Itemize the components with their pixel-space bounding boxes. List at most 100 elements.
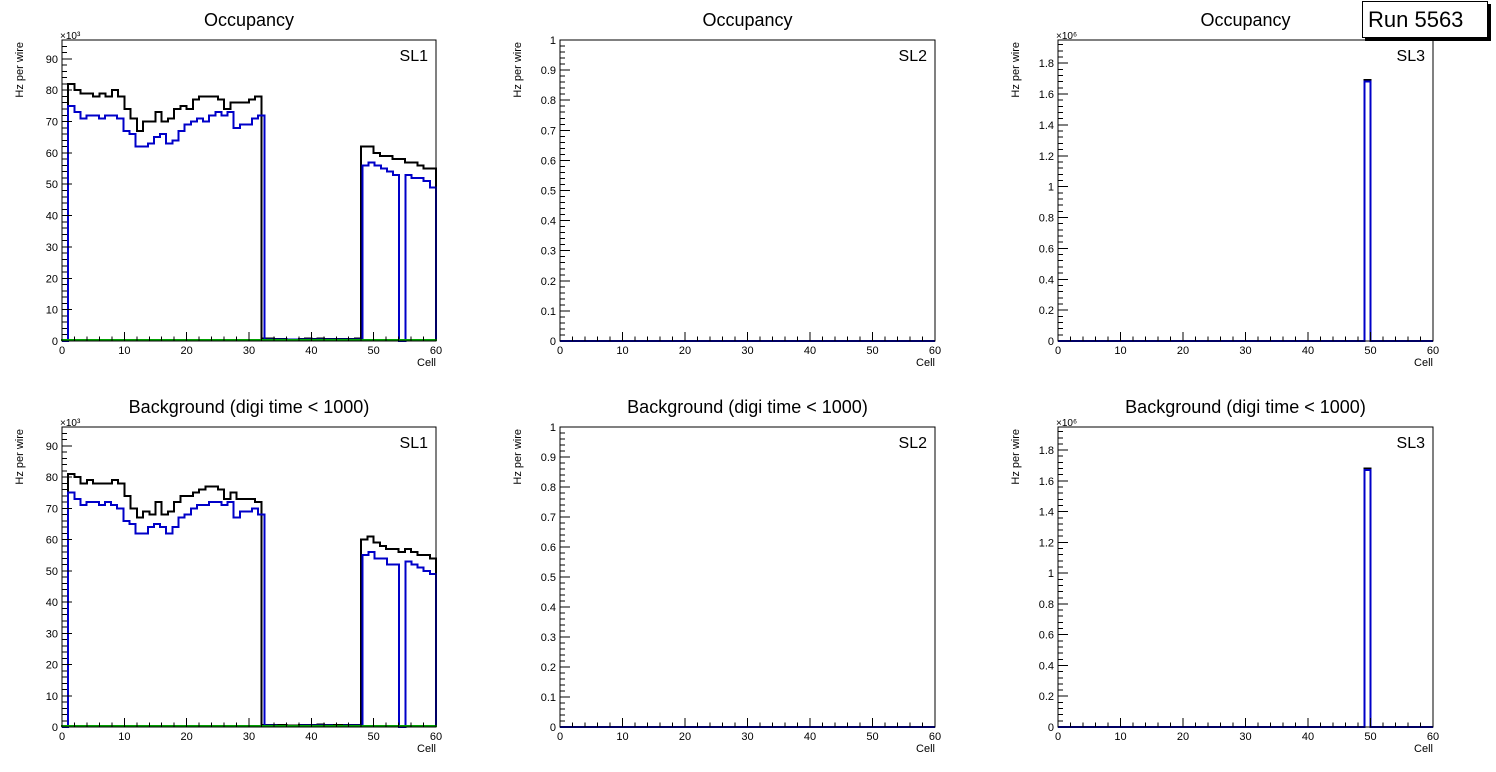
superlayer-label: SL3 [1397,48,1426,65]
y-tick-label: 0 [1048,722,1054,734]
y-tick-label: 0.4 [541,602,556,614]
series-total [1058,79,1433,342]
x-tick-label: 30 [1239,731,1251,743]
y-tick-label: 0.1 [541,306,556,318]
y-tick-label: 30 [46,242,58,254]
y-tick-label: 0.2 [541,276,556,288]
x-tick-label: 50 [368,345,380,357]
y-axis-label: Hz per wire [14,429,26,485]
x-tick-label: 30 [243,731,255,743]
plot-frame [61,426,437,728]
x-tick-label: 0 [1055,345,1061,357]
plot-frame [1057,39,1434,342]
y-tick-label: 90 [46,441,58,453]
y-tick-label: 10 [46,305,58,317]
x-tick-label: 0 [59,345,65,357]
y-tick-label: 1.4 [1039,507,1054,519]
x-tick-label: 50 [1364,345,1376,357]
x-tick-label: 60 [929,345,941,357]
plot-frame [1057,426,1434,728]
y-tick-label: 0.1 [541,692,556,704]
series-total [1058,467,1433,728]
y-tick-label: 0.4 [1039,660,1054,672]
x-tick-label: 20 [679,731,691,743]
x-axis-label: Cell [417,743,436,755]
y-tick-label: 0.6 [1039,630,1054,642]
panel-title: Occupancy [204,10,294,30]
y-tick-label: 0 [1048,336,1054,348]
y-tick-label: 30 [46,628,58,640]
y-tick-label: 0 [52,336,58,348]
panel-title: Background (digi time < 1000) [627,397,868,417]
y-tick-label: 0.2 [1039,305,1054,317]
y-tick-label: 0.4 [541,216,556,228]
y-tick-label: 50 [46,566,58,578]
y-tick-label: 1.6 [1039,476,1054,488]
y-tick-label: 1.4 [1039,120,1054,132]
y-tick-label: 1 [550,422,556,434]
superlayer-label: SL2 [899,435,928,452]
y-exponent: ×10³ [60,31,81,42]
y-tick-label: 0.6 [1039,243,1054,255]
x-tick-label: 20 [679,345,691,357]
y-tick-label: 1.8 [1039,58,1054,70]
y-tick-label: 0.6 [541,542,556,554]
y-tick-label: 0.5 [541,186,556,198]
y-tick-label: 70 [46,503,58,515]
y-tick-label: 40 [46,597,58,609]
y-exponent: ×10³ [60,418,81,429]
y-tick-label: 1 [1048,182,1054,194]
y-tick-label: 0.2 [541,662,556,674]
y-tick-label: 70 [46,117,58,129]
y-tick-label: 20 [46,660,58,672]
superlayer-label: SL2 [899,48,928,65]
y-tick-label: 20 [46,273,58,285]
y-tick-label: 1.8 [1039,445,1054,457]
y-tick-label: 60 [46,148,58,160]
plot-frame [559,426,936,728]
y-tick-label: 0.7 [541,125,556,137]
x-tick-label: 0 [557,731,563,743]
x-tick-label: 40 [804,345,816,357]
x-tick-label: 10 [616,345,628,357]
y-axis-label: Hz per wire [512,429,524,485]
series-total [62,82,437,342]
x-axis-label: Cell [916,743,935,755]
y-tick-label: 1.2 [1039,537,1054,549]
x-tick-label: 10 [1114,731,1126,743]
panel-bkg-sl1: Background (digi time < 1000) 0 10 20 30 40 50… [14,397,442,755]
x-tick-label: 50 [866,345,878,357]
series-background [1058,469,1433,728]
x-tick-label: 20 [1177,731,1189,743]
run-label-box: Run 5563 [1362,1,1488,38]
y-tick-label: 50 [46,179,58,191]
x-tick-label: 60 [430,731,442,743]
series-background [62,104,437,342]
y-tick-label: 1.2 [1039,151,1054,163]
y-tick-label: 0.2 [1039,691,1054,703]
x-tick-label: 40 [1302,345,1314,357]
y-tick-label: 0.8 [1039,213,1054,225]
x-axis-label: Cell [916,357,935,369]
x-tick-label: 40 [305,731,317,743]
y-tick-label: 0.8 [541,482,556,494]
run-label: Run 5563 [1368,7,1464,32]
x-tick-label: 10 [1114,345,1126,357]
x-tick-label: 50 [866,731,878,743]
panel-title: Background (digi time < 1000) [1125,397,1366,417]
y-tick-label: 0.6 [541,155,556,167]
x-tick-label: 0 [557,345,563,357]
x-tick-label: 10 [118,731,130,743]
y-tick-label: 0.4 [1039,274,1054,286]
x-tick-label: 60 [929,731,941,743]
y-tick-label: 0 [52,722,58,734]
y-axis-label: Hz per wire [512,42,524,98]
y-exponent: ×10⁶ [1056,418,1077,429]
y-exponent: ×10⁶ [1056,31,1077,42]
y-tick-label: 90 [46,54,58,66]
x-tick-label: 50 [368,731,380,743]
x-tick-label: 0 [1055,731,1061,743]
y-tick-label: 60 [46,535,58,547]
y-axis-label: Hz per wire [1010,429,1022,485]
y-tick-label: 10 [46,691,58,703]
